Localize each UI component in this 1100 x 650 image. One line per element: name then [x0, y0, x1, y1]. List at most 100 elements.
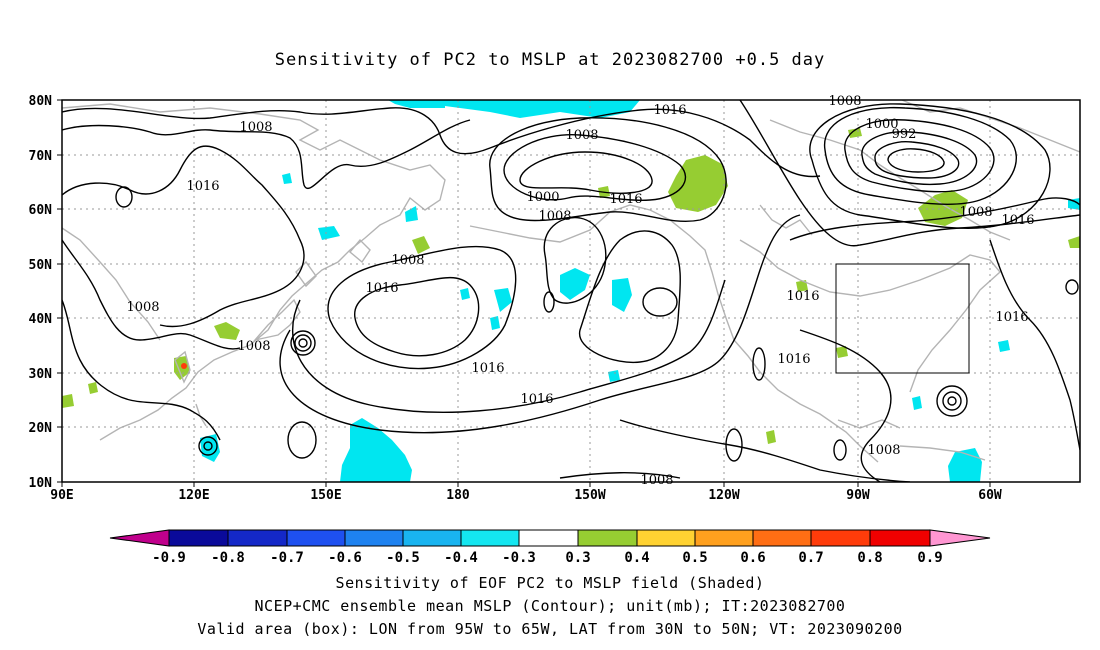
negative-shade: [1068, 198, 1080, 210]
negative-shade: [494, 288, 512, 312]
isobar: [298, 338, 308, 348]
colorbar-label: 0.4: [624, 550, 649, 566]
colorbar-swatch: [694, 529, 754, 547]
isobar: [503, 134, 687, 201]
colorbar-swatch: [402, 529, 462, 547]
contour-label: 1016: [653, 103, 686, 118]
positive-shade: [62, 394, 74, 408]
negative-shade: [282, 173, 292, 184]
negative-shade: [560, 268, 590, 300]
isobar: [619, 419, 911, 482]
colorbar-arrow-left: [109, 529, 170, 547]
coastline: [62, 103, 446, 441]
colorbar-swatch: [344, 529, 404, 547]
negative-shade: [998, 340, 1010, 352]
contour-label: 1016: [186, 179, 219, 194]
isobar: [824, 106, 1017, 205]
lat-label: 50N: [29, 258, 53, 273]
sensitivity-shading: [62, 100, 1080, 482]
colorbar-label: 0.5: [682, 550, 707, 566]
contour-label: 1008: [239, 120, 272, 135]
contour-label: 1016: [471, 361, 504, 376]
positive-shade: [88, 382, 98, 394]
isobar: [725, 428, 743, 462]
positive-shade: [766, 430, 776, 444]
isobar: [947, 396, 957, 406]
negative-shade: [608, 370, 620, 382]
colorbar-swatch: [810, 529, 871, 547]
negative-shade: [612, 278, 632, 312]
positive-shade: [836, 346, 848, 358]
colorbar-swatch: [460, 529, 520, 547]
colorbar-label: 0.8: [857, 550, 882, 566]
colorbar-label: -0.8: [211, 550, 245, 566]
positive-shade: [214, 322, 240, 340]
contour-label: 1008: [538, 209, 571, 224]
colorbar-label: -0.6: [328, 550, 362, 566]
positive-shade: [1068, 236, 1080, 248]
isobar: [543, 291, 555, 313]
isobar: [942, 391, 962, 411]
chart-title: Sensitivity of PC2 to MSLP at 2023082700…: [274, 50, 826, 70]
negative-shade: [490, 316, 500, 330]
lon-label: 150E: [310, 488, 341, 503]
contour-label: 1008: [237, 339, 270, 354]
negative-shade: [445, 100, 640, 118]
lon-label: 90E: [50, 488, 73, 503]
colorbar-swatch: [518, 529, 579, 547]
isobar: [642, 287, 678, 317]
isobar: [292, 279, 726, 413]
isobar: [489, 117, 727, 222]
isobar: [1065, 279, 1079, 295]
isobar: [290, 330, 316, 356]
lat-label: 80N: [29, 94, 53, 109]
contour-label: 1016: [995, 310, 1028, 325]
contour-label: 1008: [126, 300, 159, 315]
colorbar-swatch: [168, 529, 229, 547]
contour-label: 1016: [365, 281, 398, 296]
colorbar-label: 0.3: [565, 550, 590, 566]
graticule: [62, 100, 1080, 482]
isobar: [203, 441, 213, 451]
negative-shade: [912, 396, 922, 410]
coastline: [739, 239, 1001, 393]
isobar: [62, 239, 241, 350]
negative-shade: [405, 206, 418, 222]
negative-shade: [340, 418, 412, 482]
colorbar-label: 0.6: [740, 550, 765, 566]
isobar: [861, 131, 978, 186]
colorbar-swatch: [227, 529, 288, 547]
contour-label: 1016: [786, 289, 819, 304]
isobar: [327, 245, 517, 370]
contour-label: 1008: [391, 253, 424, 268]
contour-label: 1000: [865, 117, 898, 132]
coastline: [759, 204, 813, 236]
contour-label: 1016: [777, 352, 810, 367]
positive-shade: [181, 363, 187, 369]
isobar: [936, 385, 968, 417]
lon-label: 90W: [846, 488, 870, 503]
contour-label: 1008: [565, 128, 598, 143]
isobar: [62, 107, 821, 178]
footer-line-1: Sensitivity of EOF PC2 to MSLP field (Sh…: [335, 574, 765, 592]
isobar: [789, 197, 1080, 241]
colorbar-label: -0.4: [444, 550, 478, 566]
colorbar-label: -0.5: [386, 550, 420, 566]
lon-label: 60W: [978, 488, 1002, 503]
isobar: [62, 119, 471, 189]
lat-label: 70N: [29, 149, 53, 164]
isobar: [874, 141, 960, 179]
axis-ticks: [57, 99, 991, 487]
coastline: [469, 204, 879, 463]
isobar: [354, 276, 480, 357]
contour-labels: 1016 1008 1008 1000 992 1008 1000 1008 1…: [126, 94, 1034, 488]
isobar: [833, 439, 847, 461]
isobar: [989, 239, 1080, 451]
isobar: [559, 472, 681, 479]
positive-shade: [796, 280, 808, 292]
lat-label: 40N: [29, 312, 53, 327]
colorbar-label: -0.3: [502, 550, 536, 566]
lon-label: 120E: [178, 488, 209, 503]
isobar: [294, 334, 312, 352]
